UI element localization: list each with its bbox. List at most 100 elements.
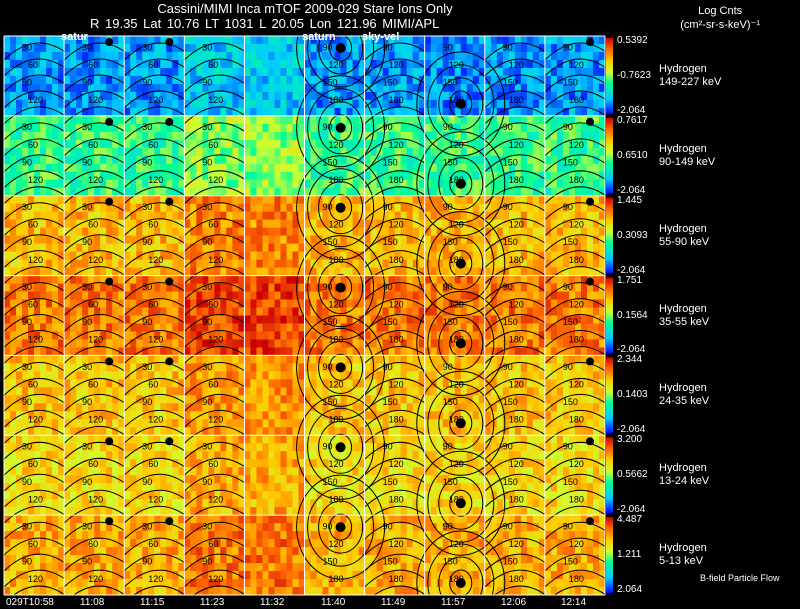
pixel-cell	[262, 395, 269, 404]
pixel-cell	[118, 379, 125, 388]
pixel-cell	[484, 115, 492, 125]
pixel-cell	[418, 419, 426, 428]
pixel-cell	[394, 251, 402, 260]
pixel-cell	[202, 403, 209, 412]
pixel-cell	[466, 107, 474, 117]
pixel-cell	[412, 147, 420, 157]
pixel-cell	[430, 379, 438, 388]
pixel-cell	[442, 147, 450, 157]
pixel-cell	[262, 43, 269, 53]
pixel-cell	[478, 355, 486, 364]
pixel-cell	[358, 67, 365, 77]
pixel-cell	[82, 83, 89, 93]
pixel-cell	[520, 419, 528, 428]
pixel-cell	[100, 251, 107, 260]
pixel-cell	[484, 267, 492, 276]
pixel-cell	[124, 83, 131, 93]
pixel-cell	[340, 107, 347, 117]
pixel-cell	[490, 331, 498, 340]
pixel-cell	[160, 187, 167, 197]
pixel-cell	[388, 211, 396, 221]
pixel-cell	[430, 411, 438, 420]
pixel-cell	[28, 211, 35, 221]
pixel-cell	[34, 59, 41, 69]
pixel-cell	[118, 299, 125, 308]
pixel-cell	[262, 235, 269, 245]
pixel-cell	[484, 123, 492, 133]
pixel-cell	[4, 131, 11, 141]
pixel-cell	[112, 203, 119, 213]
pixel-cell	[568, 147, 576, 157]
pixel-cell	[490, 83, 498, 93]
pixel-cell	[16, 307, 23, 316]
pixel-cell	[190, 107, 197, 117]
pixel-cell	[364, 51, 372, 61]
pixel-cell	[412, 275, 420, 284]
pixel-cell	[340, 243, 347, 253]
pixel-cell	[556, 115, 564, 125]
pixel-cell	[112, 155, 119, 165]
pixel-cell	[454, 36, 462, 45]
pixel-cell	[250, 235, 257, 245]
pixel-cell	[538, 107, 546, 117]
pixel-cell	[172, 131, 179, 141]
pixel-cell	[322, 36, 329, 45]
pixel-cell	[436, 395, 444, 404]
pixel-cell	[280, 219, 287, 229]
pixel-cell	[418, 107, 426, 117]
pixel-cell	[412, 339, 420, 348]
pixel-cell	[94, 283, 101, 292]
pixel-cell	[58, 203, 65, 213]
pixel-cell	[562, 123, 570, 133]
pixel-cell	[322, 419, 329, 428]
pixel-cell	[136, 131, 143, 141]
pixel-cell	[400, 131, 408, 141]
pixel-cell	[184, 299, 191, 308]
pixel-cell	[328, 283, 335, 292]
pixel-cell	[346, 251, 353, 260]
pixel-cell	[238, 347, 245, 356]
pixel-cell	[124, 91, 131, 101]
pixel-cell	[424, 219, 432, 229]
pixel-cell	[592, 219, 600, 229]
pixel-cell	[550, 43, 558, 53]
pixel-cell	[64, 195, 71, 205]
pixel-cell	[130, 91, 137, 101]
pixel-cell	[124, 307, 131, 316]
pixel-cell	[334, 99, 341, 109]
pixel-cell	[430, 267, 438, 276]
pixel-cell	[226, 275, 233, 284]
pixel-cell	[430, 251, 438, 260]
pixel-cell	[364, 131, 372, 141]
pixel-cell	[550, 323, 558, 332]
pixel-cell	[112, 251, 119, 260]
pixel-cell	[580, 75, 588, 85]
pixel-cell	[562, 379, 570, 388]
pixel-cell	[244, 243, 251, 253]
pixel-cell	[562, 187, 570, 197]
pixel-cell	[208, 363, 215, 372]
pixel-cell	[340, 259, 347, 268]
pixel-cell	[4, 43, 11, 53]
pixel-cell	[76, 291, 83, 300]
pixel-cell	[544, 323, 552, 332]
pixel-cell	[442, 355, 450, 364]
pixel-cell	[412, 323, 420, 332]
pixel-cell	[574, 131, 582, 141]
pixel-cell	[334, 395, 341, 404]
pixel-cell	[388, 371, 396, 380]
pixel-cell	[154, 275, 161, 284]
pixel-cell	[118, 347, 125, 356]
pixel-cell	[580, 395, 588, 404]
pixel-cell	[406, 355, 414, 364]
pixel-cell	[4, 203, 11, 213]
pixel-cell	[472, 43, 480, 53]
pixel-cell	[178, 147, 185, 157]
pixel-cell	[442, 403, 450, 412]
pixel-cell	[142, 59, 149, 69]
pixel-cell	[208, 195, 215, 205]
pixel-cell	[424, 403, 432, 412]
pixel-cell	[172, 299, 179, 308]
pixel-cell	[310, 43, 317, 53]
pixel-cell	[34, 419, 41, 428]
